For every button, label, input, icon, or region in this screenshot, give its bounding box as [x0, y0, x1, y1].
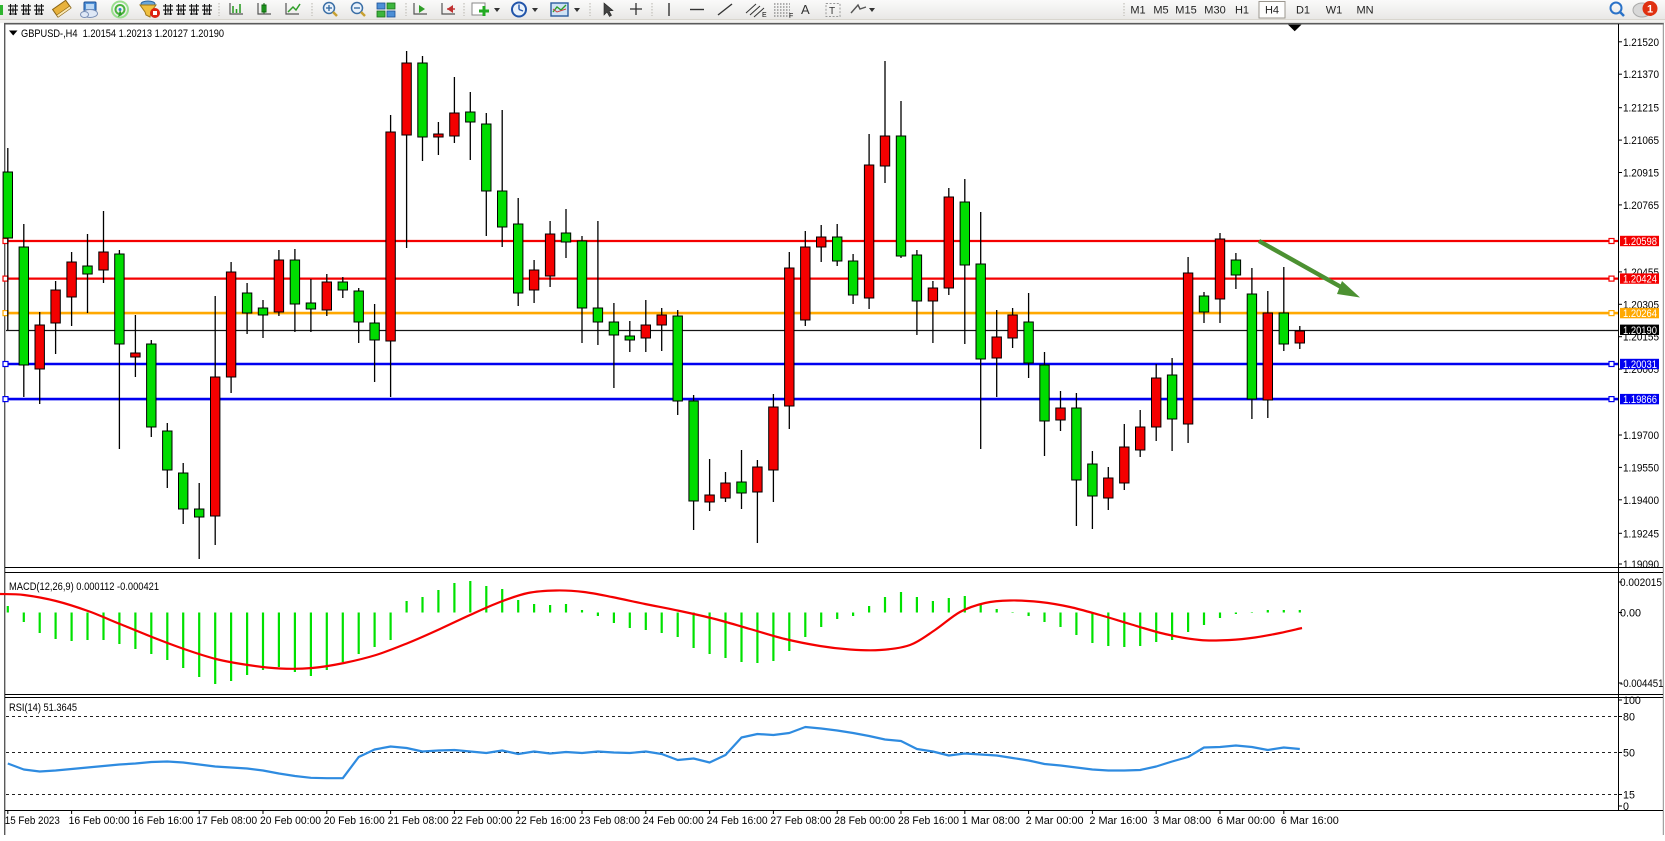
svg-text:1.19090: 1.19090 [1623, 559, 1659, 571]
svg-text:1.20915: 1.20915 [1623, 168, 1659, 180]
svg-text:24 Feb 16:00: 24 Feb 16:00 [707, 815, 768, 827]
svg-text:1.19700: 1.19700 [1623, 430, 1659, 442]
svg-text:20 Feb 16:00: 20 Feb 16:00 [324, 815, 385, 827]
svg-text:28 Feb 00:00: 28 Feb 00:00 [834, 815, 895, 827]
svg-text:2 Mar 00:00: 2 Mar 00:00 [1026, 815, 1084, 827]
svg-text:M15: M15 [1175, 5, 1196, 17]
svg-text:1.20765: 1.20765 [1623, 200, 1659, 212]
svg-text:100: 100 [1623, 695, 1641, 707]
svg-text:16 Feb 00:00: 16 Feb 00:00 [69, 815, 130, 827]
svg-text:H4: H4 [1265, 5, 1279, 17]
svg-text:1.19245: 1.19245 [1623, 528, 1659, 540]
svg-text:M5: M5 [1153, 5, 1168, 17]
svg-text:MACD(12,26,9) 0.000112 -0.0004: MACD(12,26,9) 0.000112 -0.000421 [9, 581, 159, 593]
svg-text:D1: D1 [1296, 5, 1310, 17]
svg-text:6 Mar 16:00: 6 Mar 16:00 [1281, 815, 1339, 827]
svg-text:21 Feb 08:00: 21 Feb 08:00 [388, 815, 449, 827]
svg-text:1.19866: 1.19866 [1623, 394, 1657, 406]
svg-text:1.21215: 1.21215 [1623, 103, 1659, 115]
svg-text:0.00: 0.00 [1620, 608, 1641, 620]
svg-text:1.19400: 1.19400 [1623, 495, 1659, 507]
svg-text:17 Feb 08:00: 17 Feb 08:00 [196, 815, 257, 827]
svg-text:1 Mar 08:00: 1 Mar 08:00 [962, 815, 1020, 827]
svg-text:27 Feb 08:00: 27 Feb 08:00 [770, 815, 831, 827]
svg-text:0: 0 [1623, 801, 1629, 813]
svg-text:15 Feb 2023: 15 Feb 2023 [5, 815, 60, 827]
svg-text:H1: H1 [1235, 5, 1249, 17]
svg-text:F: F [789, 13, 793, 20]
svg-text:6 Mar 00:00: 6 Mar 00:00 [1217, 815, 1275, 827]
svg-text:1.20190: 1.20190 [1623, 325, 1657, 337]
svg-text:M1: M1 [1130, 5, 1145, 17]
svg-text:MN: MN [1356, 5, 1373, 17]
svg-text:15: 15 [1623, 790, 1635, 802]
svg-text:2 Mar 16:00: 2 Mar 16:00 [1089, 815, 1147, 827]
svg-text:1.21370: 1.21370 [1623, 69, 1659, 81]
svg-text:M30: M30 [1204, 5, 1225, 17]
svg-text:E: E [762, 12, 767, 19]
svg-text:W1: W1 [1326, 5, 1343, 17]
svg-text:50: 50 [1623, 748, 1635, 760]
svg-text:1.21065: 1.21065 [1623, 135, 1659, 147]
svg-text:RSI(14) 51.3645: RSI(14) 51.3645 [9, 702, 77, 714]
svg-text:1.20031: 1.20031 [1623, 359, 1657, 371]
svg-text:A: A [801, 2, 810, 17]
svg-text:80: 80 [1623, 712, 1635, 724]
svg-text:1.20264: 1.20264 [1623, 308, 1657, 320]
svg-text:23 Feb 08:00: 23 Feb 08:00 [579, 815, 640, 827]
svg-text:1.19550: 1.19550 [1623, 462, 1659, 474]
svg-text:0.002015: 0.002015 [1620, 577, 1662, 589]
svg-text:22 Feb 00:00: 22 Feb 00:00 [451, 815, 512, 827]
svg-text:28 Feb 16:00: 28 Feb 16:00 [898, 815, 959, 827]
svg-text:1.21520: 1.21520 [1623, 37, 1659, 49]
svg-text:1.20598: 1.20598 [1623, 236, 1657, 248]
svg-text:T: T [829, 6, 835, 17]
svg-text:1.20424: 1.20424 [1623, 274, 1657, 286]
svg-text:20 Feb 00:00: 20 Feb 00:00 [260, 815, 321, 827]
svg-text:24 Feb 00:00: 24 Feb 00:00 [643, 815, 704, 827]
svg-text:-0.004451: -0.004451 [1620, 678, 1664, 690]
svg-text:3 Mar 08:00: 3 Mar 08:00 [1153, 815, 1211, 827]
svg-text:16 Feb 16:00: 16 Feb 16:00 [132, 815, 193, 827]
svg-text:22 Feb 16:00: 22 Feb 16:00 [515, 815, 576, 827]
svg-text:GBPUSD-,H4 1.20154 1.20213 1.: GBPUSD-,H4 1.20154 1.20213 1.20127 1.201… [21, 28, 224, 40]
svg-text:1: 1 [1647, 4, 1653, 16]
